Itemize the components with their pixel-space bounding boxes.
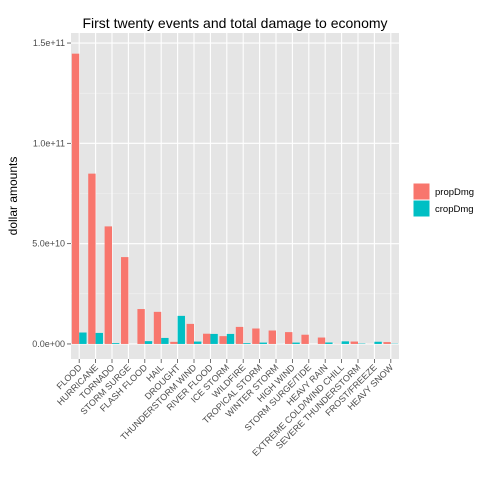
bar-cropDmg [292,342,300,344]
bar-propDmg [252,328,260,344]
bar-propDmg [186,323,194,344]
bar-propDmg [235,326,244,344]
y-tick-label: 1.0e+11 [33,138,65,148]
bar-cropDmg [374,341,382,344]
bar-cropDmg [341,341,349,344]
bar-cropDmg [259,342,267,344]
bar-propDmg [285,332,293,344]
bar-propDmg [137,309,145,344]
bar-propDmg [350,341,358,344]
legend-label: propDmg [435,187,474,198]
y-tick-label: 5.0e+10 [32,239,65,249]
bar-propDmg [71,53,80,344]
bar-cropDmg [210,333,218,344]
bar-propDmg [268,330,276,344]
bar-propDmg [170,341,178,344]
bar-cropDmg [79,332,87,344]
bar-propDmg [317,337,326,344]
legend-swatch [413,183,430,200]
y-tick-label: 1.5e+11 [33,38,65,48]
bar-cropDmg [243,343,251,344]
legend-label: cropDmg [435,204,474,215]
major-gridlines [71,33,399,359]
bar-propDmg [153,311,162,344]
bar-propDmg [121,257,129,344]
bars [71,53,399,344]
bar-cropDmg [226,333,235,344]
plot-panel [71,33,399,359]
bar-cropDmg [177,315,185,344]
legend: propDmg cropDmg [412,182,474,218]
bar-propDmg [104,226,112,344]
chart-title: First twenty events and total damage to … [82,15,387,31]
bar-propDmg [219,336,227,344]
bar-cropDmg [112,343,120,344]
bar-propDmg [301,334,309,344]
legend-swatch [413,200,430,217]
y-axis: 0.0e+00 5.0e+10 1.0e+11 1.5e+11 [32,38,71,349]
bar-cropDmg [161,337,169,344]
y-tick-label: 0.0e+00 [32,339,65,349]
bar-cropDmg [194,341,202,344]
bar-propDmg [383,342,391,344]
bar-cropDmg [144,341,153,344]
bar-propDmg [203,333,211,344]
bar-propDmg [88,173,96,344]
y-axis-title: dollar amounts [6,157,20,236]
bar-cropDmg [95,332,103,344]
bar-cropDmg [325,342,333,344]
